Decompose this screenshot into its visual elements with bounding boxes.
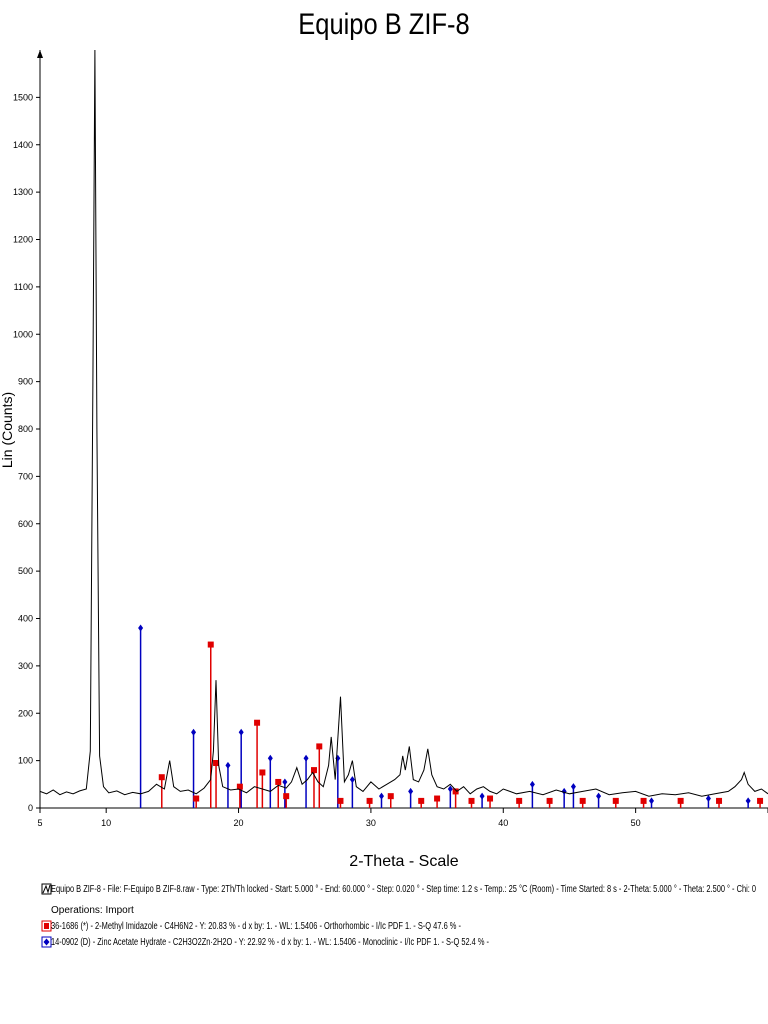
reference-marker (468, 797, 475, 804)
reference-marker (546, 797, 553, 804)
reference-marker (479, 792, 485, 800)
reference-marker (337, 797, 344, 804)
y-tick-label: 0 (28, 803, 33, 813)
legend-icon (41, 883, 52, 895)
x-axis-label: 2-Theta - Scale (349, 853, 458, 870)
x-tick-label: 20 (234, 818, 244, 828)
legend-icon (44, 923, 49, 929)
legend-icon (42, 884, 51, 894)
reference-marker (452, 788, 459, 795)
y-tick-label: 700 (18, 471, 33, 481)
reference-marker (434, 795, 441, 802)
legend-label: 14-0902 (D) - Zinc Acetate Hydrate - C2H… (51, 937, 489, 948)
reference-marker (570, 783, 576, 791)
reference-marker (349, 776, 355, 784)
reference-marker (267, 754, 273, 762)
reference-marker (418, 797, 425, 804)
chart-title: Equipo B ZIF-8 (298, 7, 469, 40)
x-tick-label: 10 (101, 818, 111, 828)
y-tick-label: 800 (18, 424, 33, 434)
y-tick-label: 1400 (13, 140, 33, 150)
y-tick-label: 600 (18, 519, 33, 529)
reference-marker (213, 759, 220, 766)
reference-marker (596, 792, 602, 800)
y-tick-label: 200 (18, 708, 33, 718)
reference-marker (275, 778, 282, 785)
y-axis-label: Lin (Counts) (0, 392, 15, 468)
reference-marker (487, 795, 494, 802)
axis-arrow (37, 50, 43, 58)
reference-marker (447, 785, 453, 793)
reference-marker (236, 783, 243, 790)
reference-marker (612, 797, 619, 804)
reference-marker (254, 719, 261, 726)
reference-marker (561, 787, 567, 795)
reference-marker (640, 797, 647, 804)
reference-marker (649, 797, 655, 805)
reference-marker (677, 797, 684, 804)
legend-icon (41, 920, 52, 932)
legend-icon (41, 936, 52, 948)
legend-label: 36-1686 (*) - 2-Methyl Imidazole - C4H6N… (51, 921, 461, 932)
legend-note: Operations: Import (51, 905, 134, 916)
legend-icon (43, 938, 50, 946)
y-tick-label: 1100 (14, 282, 33, 292)
reference-marker (366, 797, 373, 804)
x-tick-label: 50 (631, 818, 641, 828)
x-tick-label: 40 (498, 818, 508, 828)
reference-marker (138, 624, 144, 632)
reference-marker (238, 728, 244, 736)
reference-marker (283, 793, 290, 800)
reference-marker (529, 780, 535, 788)
reference-marker (745, 797, 751, 805)
reference-marker (579, 797, 586, 804)
reference-marker (757, 797, 764, 804)
reference-marker (316, 743, 323, 750)
x-tick-label: 30 (366, 818, 376, 828)
pattern-line (39, 49, 768, 797)
y-tick-label: 1200 (13, 235, 33, 245)
x-tick-label: 5 (37, 818, 42, 828)
reference-marker (705, 795, 711, 803)
reference-marker (225, 761, 231, 769)
legend-label: Equipo B ZIF-8 - File: F-Equipo B ZIF-8.… (51, 884, 756, 895)
reference-marker (193, 795, 200, 802)
reference-marker (310, 767, 317, 774)
y-tick-label: 900 (18, 377, 33, 387)
reference-marker (259, 769, 266, 776)
reference-marker (191, 728, 197, 736)
legend: Equipo B ZIF-8 - File: F-Equipo B ZIF-8.… (41, 883, 756, 948)
y-tick-label: 500 (18, 566, 33, 576)
y-tick-label: 100 (18, 756, 33, 766)
reference-marker (716, 797, 723, 804)
reference-marker (387, 793, 394, 800)
reference-marker (303, 754, 309, 762)
reference-marker (516, 797, 523, 804)
y-tick-label: 400 (18, 614, 33, 624)
reference-marker (408, 787, 414, 795)
reference-marker (378, 792, 384, 800)
y-tick-label: 1000 (13, 329, 33, 339)
reference-marker (282, 778, 288, 786)
y-tick-label: 1500 (13, 92, 33, 102)
reference-marker (207, 641, 214, 648)
y-tick-label: 300 (18, 661, 33, 671)
reference-marker (158, 774, 165, 781)
y-tick-label: 1300 (13, 187, 33, 197)
